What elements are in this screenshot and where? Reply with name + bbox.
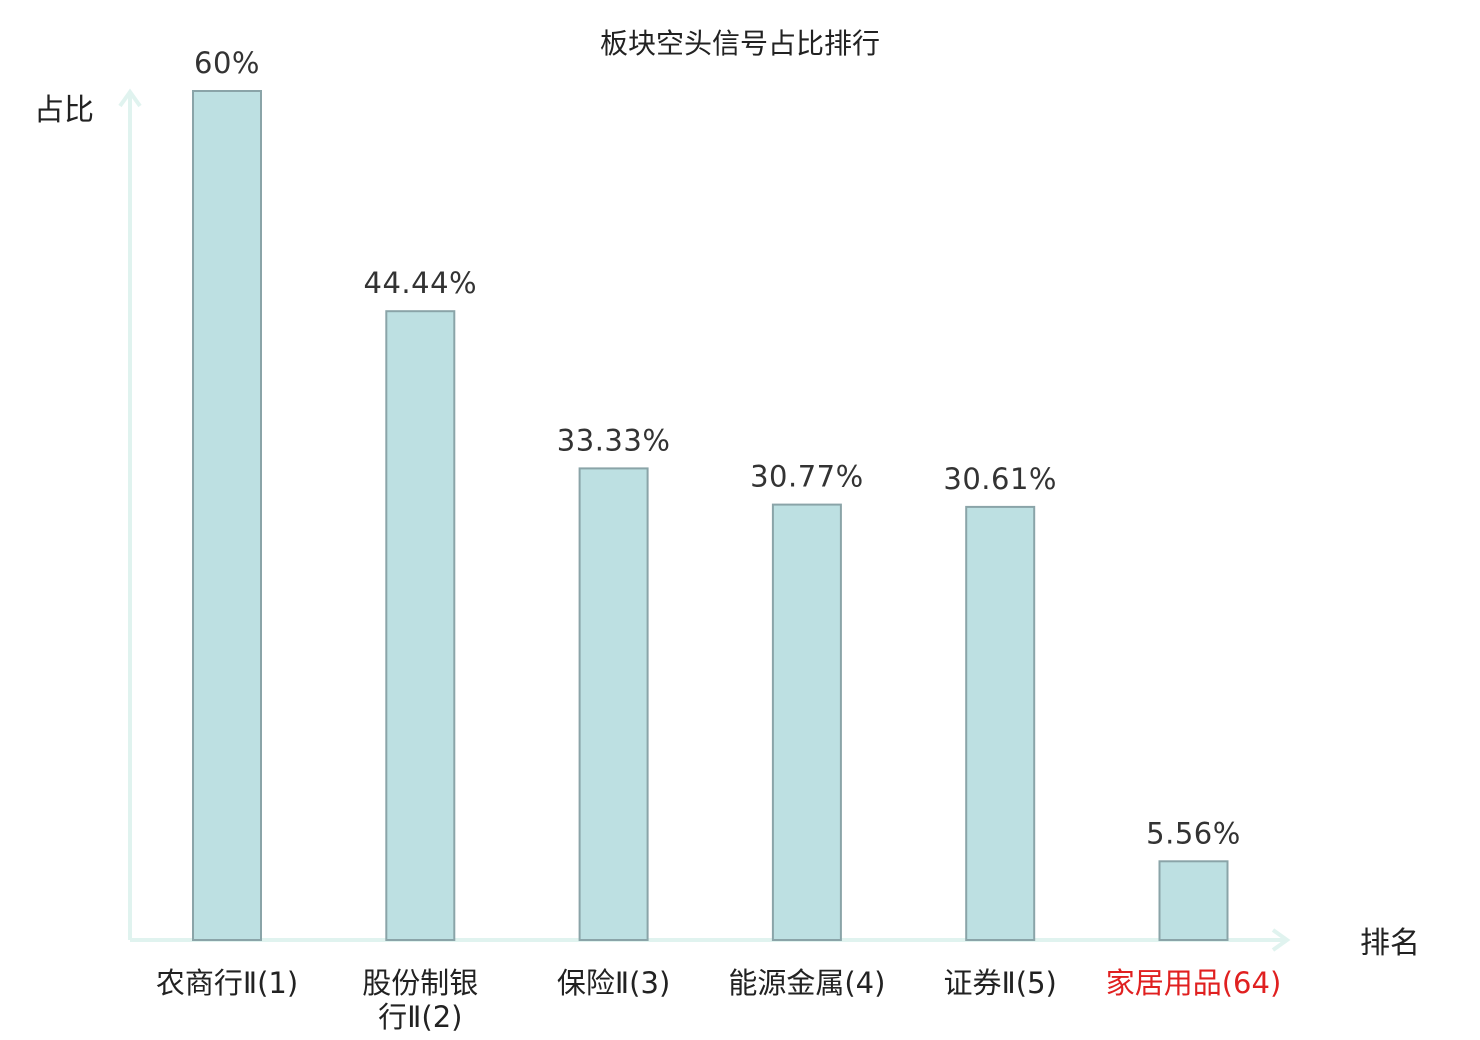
bar bbox=[771, 503, 842, 941]
bar-value-label: 44.44% bbox=[364, 266, 478, 300]
bar-series bbox=[192, 90, 1229, 941]
y-axis-label: 占比 bbox=[34, 93, 94, 128]
bar-value-label: 30.77% bbox=[750, 460, 864, 494]
category-label: 证券Ⅱ(5) bbox=[944, 966, 1057, 1000]
chart-title: 板块空头信号占比排行 bbox=[600, 27, 880, 60]
category-label: 行Ⅱ(2) bbox=[378, 1000, 462, 1034]
x-axis-label: 排名 bbox=[1360, 926, 1420, 961]
bar-value-label: 33.33% bbox=[557, 423, 671, 457]
category-label: 家居用品(64) bbox=[1106, 966, 1282, 1000]
bar bbox=[578, 467, 649, 941]
bar bbox=[1158, 860, 1229, 941]
bar bbox=[192, 90, 262, 941]
bar bbox=[385, 310, 456, 941]
bar-value-label: 60% bbox=[194, 46, 260, 80]
bar-value-label: 5.56% bbox=[1146, 816, 1241, 850]
value-labels: 60% 44.44% 33.33% 30.77% 30.61% 5.56% bbox=[194, 46, 1241, 850]
y-axis-arrow bbox=[118, 88, 142, 108]
category-label: 能源金属(4) bbox=[728, 966, 885, 1000]
x-axis-arrow bbox=[1271, 928, 1291, 952]
category-label: 农商行Ⅱ(1) bbox=[156, 966, 298, 1000]
y-axis bbox=[118, 88, 142, 940]
category-label: 股份制银 bbox=[362, 966, 478, 1000]
category-label: 保险Ⅱ(3) bbox=[557, 966, 670, 1000]
bar bbox=[965, 505, 1036, 941]
bar-value-label: 30.61% bbox=[943, 462, 1057, 496]
x-axis bbox=[130, 928, 1291, 952]
